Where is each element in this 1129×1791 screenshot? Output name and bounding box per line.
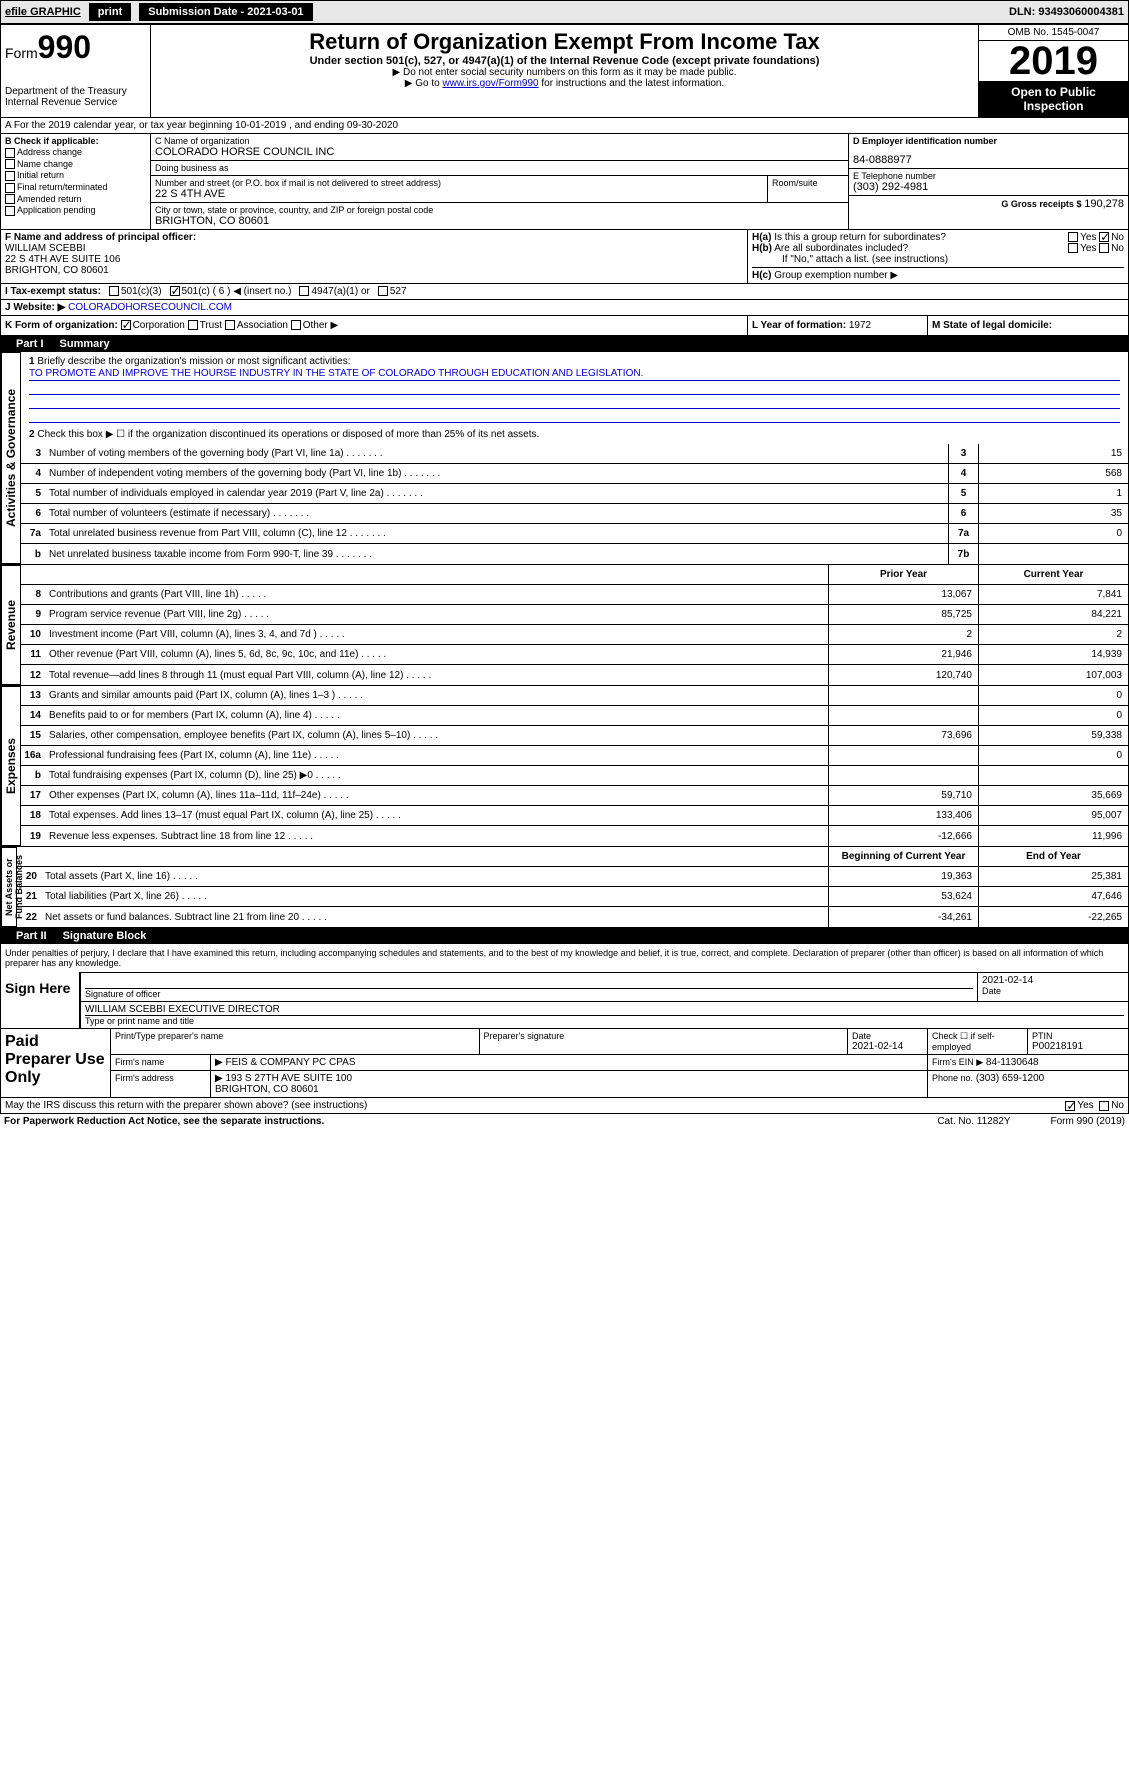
firm-name: ▶ FEIS & COMPANY PC CPAS (211, 1055, 928, 1070)
summary-line: 10Investment income (Part VIII, column (… (21, 625, 1128, 645)
paid-preparer-label: Paid Preparer Use Only (1, 1029, 111, 1097)
paid-preparer-section: Paid Preparer Use Only Print/Type prepar… (0, 1029, 1129, 1098)
officer-addr1: 22 S 4TH AVE SUITE 106 (5, 254, 743, 265)
summary-line: 19Revenue less expenses. Subtract line 1… (21, 826, 1128, 846)
prep-date: 2021-02-14 (852, 1041, 923, 1052)
irs-link[interactable]: www.irs.gov/Form990 (442, 78, 538, 89)
summary-body: Activities & Governance 1 Briefly descri… (0, 352, 1129, 565)
department: Department of the Treasury Internal Reve… (5, 86, 146, 108)
col-m-state: M State of legal domicile: (928, 316, 1128, 335)
officer-addr2: BRIGHTON, CO 80601 (5, 265, 743, 276)
summary-line: 16aProfessional fundraising fees (Part I… (21, 746, 1128, 766)
summary-line: 12Total revenue—add lines 8 through 11 (… (21, 665, 1128, 685)
summary-line: 22Net assets or fund balances. Subtract … (17, 907, 1128, 927)
perjury-text: Under penalties of perjury, I declare th… (1, 944, 1128, 972)
efile-link[interactable]: efile GRAPHIC (5, 6, 81, 18)
vlabel-governance: Activities & Governance (1, 352, 21, 564)
summary-line: 3Number of voting members of the governi… (21, 444, 1128, 464)
summary-line: 4Number of independent voting members of… (21, 464, 1128, 484)
firm-phone: (303) 659-1200 (976, 1073, 1044, 1084)
form-header: Form990 Department of the Treasury Inter… (0, 24, 1129, 118)
part2-header: Part II Signature Block (0, 928, 1129, 944)
col-c-org-info: C Name of organization COLORADO HORSE CO… (151, 134, 848, 229)
gross-receipts: 190,278 (1084, 198, 1124, 210)
summary-line: 13Grants and similar amounts paid (Part … (21, 686, 1128, 706)
firm-addr2: BRIGHTON, CO 80601 (215, 1084, 923, 1095)
summary-line: 20Total assets (Part X, line 16) . . . .… (17, 867, 1128, 887)
ein: 84-0888977 (853, 154, 1124, 166)
summary-line: 14Benefits paid to or for members (Part … (21, 706, 1128, 726)
summary-line: 8Contributions and grants (Part VIII, li… (21, 585, 1128, 605)
row-i-tax-status: I Tax-exempt status: 501(c)(3) 501(c) ( … (0, 284, 1129, 300)
row-a-tax-year: A For the 2019 calendar year, or tax yea… (0, 118, 1129, 134)
col-d-ein: D Employer identification number 84-0888… (848, 134, 1128, 229)
open-public: Open to Public Inspection (979, 81, 1128, 117)
summary-line: 5Total number of individuals employed in… (21, 484, 1128, 504)
sig-date: 2021-02-14 (982, 975, 1124, 986)
org-name: COLORADO HORSE COUNCIL INC (155, 146, 844, 158)
telephone: (303) 292-4981 (853, 181, 1124, 193)
summary-line: 7aTotal unrelated business revenue from … (21, 524, 1128, 544)
col-l-year: L Year of formation: 1972 (748, 316, 928, 335)
vlabel-netassets: Net Assets or Fund Balances (1, 847, 17, 927)
section-bcd: B Check if applicable: Address change Na… (0, 134, 1129, 230)
summary-line: 18Total expenses. Add lines 13–17 (must … (21, 806, 1128, 826)
signature-section: Under penalties of perjury, I declare th… (0, 944, 1129, 1029)
cat-no: Cat. No. 11282Y (937, 1116, 1010, 1127)
form-title: Return of Organization Exempt From Incom… (155, 29, 974, 55)
vlabel-revenue: Revenue (1, 565, 21, 685)
paperwork-notice: For Paperwork Reduction Act Notice, see … (4, 1116, 937, 1127)
row-j-website: J Website: ▶ COLORADOHORSECOUNCIL.COM (0, 300, 1129, 316)
summary-line: 17Other expenses (Part IX, column (A), l… (21, 786, 1128, 806)
summary-line: 21Total liabilities (Part X, line 26) . … (17, 887, 1128, 907)
city-state-zip: BRIGHTON, CO 80601 (155, 215, 844, 227)
summary-line: 9Program service revenue (Part VIII, lin… (21, 605, 1128, 625)
vlabel-expenses: Expenses (1, 686, 21, 846)
firm-ein: 84-1130648 (986, 1057, 1039, 1068)
website-link[interactable]: COLORADOHORSECOUNCIL.COM (68, 302, 232, 313)
cb-initial-return[interactable]: Initial return (5, 170, 146, 181)
form-number: 990 (38, 29, 91, 65)
col-k-form-org: K Form of organization: Corporation Trus… (1, 316, 748, 335)
row-klm: K Form of organization: Corporation Trus… (0, 316, 1129, 336)
print-button[interactable]: print (89, 3, 131, 21)
cb-name-change[interactable]: Name change (5, 159, 146, 170)
street-address: 22 S 4TH AVE (155, 188, 763, 200)
note-ssn: ▶ Do not enter social security numbers o… (155, 67, 974, 78)
discuss-row: May the IRS discuss this return with the… (0, 1098, 1129, 1114)
summary-line: 15Salaries, other compensation, employee… (21, 726, 1128, 746)
cb-address-change[interactable]: Address change (5, 147, 146, 158)
submission-date: Submission Date - 2021-03-01 (139, 3, 312, 21)
dln: DLN: 93493060004381 (1009, 6, 1124, 18)
form-ref: Form 990 (2019) (1051, 1116, 1125, 1127)
ptin: P00218191 (1032, 1041, 1124, 1052)
summary-line: bNet unrelated business taxable income f… (21, 544, 1128, 564)
summary-line: bTotal fundraising expenses (Part IX, co… (21, 766, 1128, 786)
form-subtitle: Under section 501(c), 527, or 4947(a)(1)… (155, 55, 974, 67)
sign-here-label: Sign Here (1, 972, 81, 1028)
summary-line: 6Total number of volunteers (estimate if… (21, 504, 1128, 524)
part1-header: Part I Summary (0, 336, 1129, 352)
note-link: ▶ Go to www.irs.gov/Form990 for instruct… (155, 78, 974, 89)
cb-application[interactable]: Application pending (5, 205, 146, 216)
cb-final-return[interactable]: Final return/terminated (5, 182, 146, 193)
tax-year: 2019 (979, 41, 1128, 81)
col-b-checkboxes: B Check if applicable: Address change Na… (1, 134, 151, 229)
netassets-body: Net Assets or Fund Balances Beginning of… (0, 847, 1129, 928)
top-bar: efile GRAPHIC print Submission Date - 20… (0, 0, 1129, 24)
form-label: Form (5, 45, 38, 61)
mission-text: TO PROMOTE AND IMPROVE THE HOURSE INDUST… (29, 367, 1120, 381)
officer-name: WILLIAM SCEBBI (5, 243, 743, 254)
officer-printed-name: WILLIAM SCEBBI EXECUTIVE DIRECTOR (85, 1004, 1124, 1016)
footer: For Paperwork Reduction Act Notice, see … (0, 1114, 1129, 1129)
row-fgh: F Name and address of principal officer:… (0, 230, 1129, 284)
firm-addr1: ▶ 193 S 27TH AVE SUITE 100 (215, 1073, 923, 1084)
col-h-group: H(a) Is this a group return for subordin… (748, 230, 1128, 283)
revenue-body: Revenue Prior YearCurrent Year 8Contribu… (0, 565, 1129, 686)
col-f-officer: F Name and address of principal officer:… (1, 230, 748, 283)
expenses-body: Expenses 13Grants and similar amounts pa… (0, 686, 1129, 847)
summary-line: 11Other revenue (Part VIII, column (A), … (21, 645, 1128, 665)
cb-amended[interactable]: Amended return (5, 194, 146, 205)
